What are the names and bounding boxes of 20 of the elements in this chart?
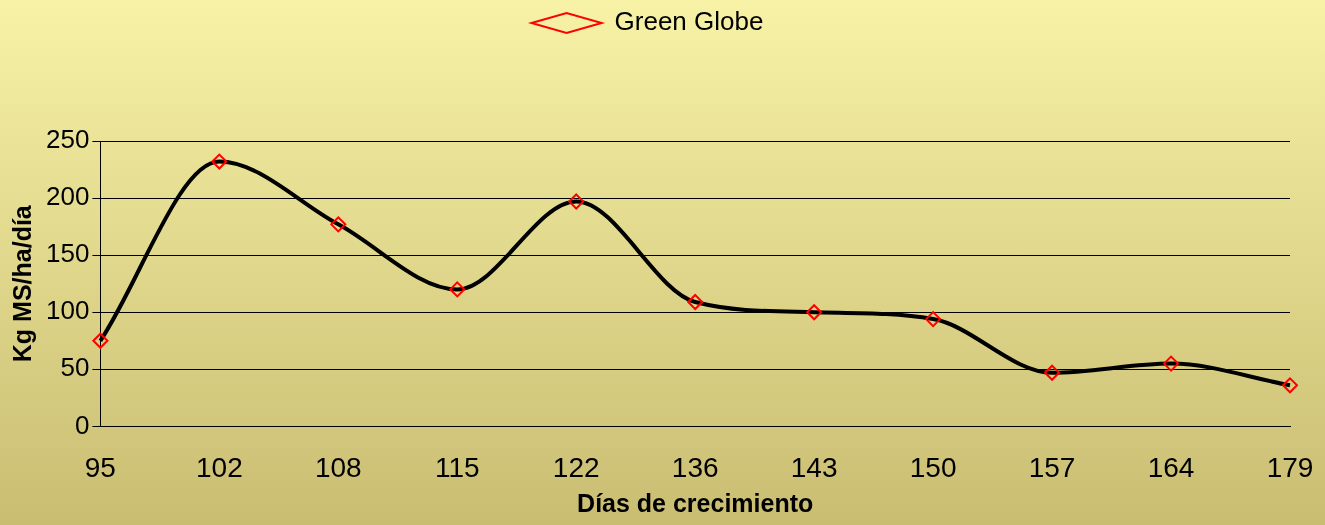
y-tick-label: 200 (45, 181, 90, 212)
x-tick-label: 136 (671, 451, 719, 483)
y-tick-label: 0 (74, 409, 90, 440)
x-axis-title: Días de crecimiento (577, 488, 814, 517)
y-tick-label: 50 (60, 352, 90, 383)
y-tick-label: 100 (45, 295, 90, 326)
x-tick-label: 157 (1028, 451, 1076, 483)
x-tick-label: 164 (1147, 451, 1195, 483)
x-tick-label: 102 (195, 451, 243, 483)
y-tick-label: 150 (45, 238, 90, 269)
x-tick-label: 115 (434, 451, 480, 483)
x-tick-label: 179 (1266, 451, 1314, 483)
x-tick-label: 95 (84, 451, 116, 483)
x-tick-label: 122 (552, 451, 600, 483)
y-axis-title: Kg MS/ha/día (7, 204, 36, 363)
legend-label: Green Globe (614, 6, 764, 37)
y-tick-label: 250 (45, 124, 90, 155)
x-tick-label: 143 (790, 451, 838, 483)
x-tick-label: 150 (909, 451, 957, 483)
x-tick-label: 108 (314, 451, 362, 483)
